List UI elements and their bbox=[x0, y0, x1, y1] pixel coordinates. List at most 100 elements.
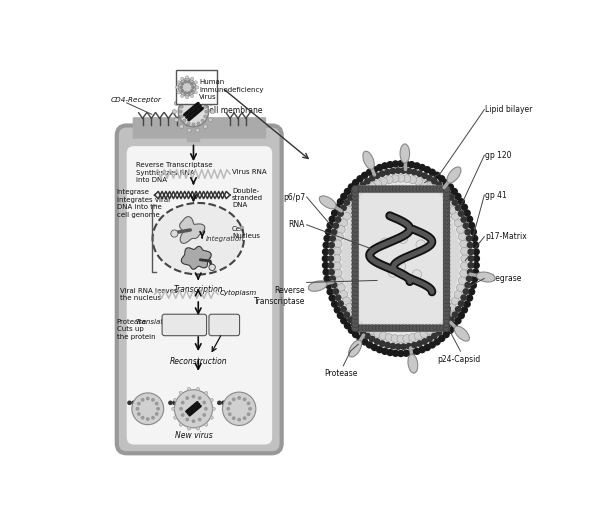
Circle shape bbox=[374, 173, 380, 179]
Circle shape bbox=[419, 347, 425, 352]
Circle shape bbox=[397, 174, 405, 182]
Circle shape bbox=[332, 210, 338, 216]
Circle shape bbox=[416, 240, 425, 249]
Circle shape bbox=[334, 240, 342, 248]
Circle shape bbox=[409, 325, 416, 332]
Circle shape bbox=[205, 110, 208, 113]
Circle shape bbox=[191, 90, 193, 92]
Circle shape bbox=[445, 190, 450, 196]
Circle shape bbox=[335, 295, 341, 300]
Circle shape bbox=[403, 325, 409, 332]
Text: Lipid bilayer: Lipid bilayer bbox=[485, 105, 533, 114]
Circle shape bbox=[368, 183, 376, 191]
Circle shape bbox=[352, 297, 359, 304]
Circle shape bbox=[422, 173, 427, 179]
Circle shape bbox=[152, 416, 154, 419]
Circle shape bbox=[409, 349, 415, 356]
Circle shape bbox=[187, 128, 191, 132]
Circle shape bbox=[385, 175, 393, 184]
Circle shape bbox=[406, 344, 412, 349]
Circle shape bbox=[352, 277, 359, 284]
Circle shape bbox=[169, 401, 172, 405]
Circle shape bbox=[458, 313, 464, 318]
Circle shape bbox=[412, 169, 417, 175]
Circle shape bbox=[182, 401, 184, 404]
Circle shape bbox=[352, 293, 359, 300]
FancyBboxPatch shape bbox=[353, 185, 448, 332]
Circle shape bbox=[436, 330, 442, 335]
Circle shape bbox=[443, 257, 450, 264]
Circle shape bbox=[362, 339, 368, 345]
Circle shape bbox=[355, 325, 362, 332]
Circle shape bbox=[426, 186, 433, 192]
Circle shape bbox=[409, 186, 416, 192]
Circle shape bbox=[425, 183, 433, 191]
Circle shape bbox=[192, 420, 194, 423]
Text: Viral RNA leaves
the nucleus: Viral RNA leaves the nucleus bbox=[120, 287, 178, 301]
Circle shape bbox=[362, 172, 368, 178]
Circle shape bbox=[424, 167, 430, 173]
Circle shape bbox=[417, 341, 422, 346]
Circle shape bbox=[357, 176, 363, 182]
Circle shape bbox=[460, 240, 467, 248]
Circle shape bbox=[398, 234, 407, 244]
Circle shape bbox=[205, 408, 207, 410]
Circle shape bbox=[136, 401, 139, 405]
Circle shape bbox=[389, 325, 396, 332]
Circle shape bbox=[443, 241, 450, 248]
Circle shape bbox=[334, 204, 340, 210]
Circle shape bbox=[173, 401, 176, 405]
Circle shape bbox=[429, 169, 435, 175]
FancyBboxPatch shape bbox=[209, 314, 239, 336]
Circle shape bbox=[401, 344, 406, 349]
Circle shape bbox=[365, 179, 370, 184]
Circle shape bbox=[196, 86, 199, 89]
Circle shape bbox=[448, 206, 456, 214]
Circle shape bbox=[194, 91, 197, 94]
Circle shape bbox=[187, 388, 191, 391]
Circle shape bbox=[142, 399, 144, 401]
FancyBboxPatch shape bbox=[176, 70, 217, 104]
Circle shape bbox=[423, 325, 430, 332]
Circle shape bbox=[412, 270, 422, 279]
Circle shape bbox=[349, 327, 355, 333]
Circle shape bbox=[353, 332, 359, 337]
Circle shape bbox=[352, 261, 359, 268]
Circle shape bbox=[204, 105, 207, 108]
Circle shape bbox=[390, 168, 395, 174]
Circle shape bbox=[380, 171, 385, 176]
Circle shape bbox=[132, 401, 135, 405]
Circle shape bbox=[398, 350, 404, 357]
Circle shape bbox=[427, 175, 432, 181]
Circle shape bbox=[331, 229, 337, 235]
Text: Reverse Transcriptase
Synthesizes RNA
into DNA: Reverse Transcriptase Synthesizes RNA in… bbox=[136, 162, 212, 183]
Text: Virus protein: Virus protein bbox=[162, 322, 207, 328]
Circle shape bbox=[192, 123, 195, 126]
Circle shape bbox=[470, 282, 476, 288]
Circle shape bbox=[380, 341, 385, 346]
Circle shape bbox=[391, 174, 399, 183]
Circle shape bbox=[409, 333, 416, 342]
Circle shape bbox=[177, 91, 180, 94]
Circle shape bbox=[388, 268, 398, 277]
Circle shape bbox=[430, 186, 437, 192]
Circle shape bbox=[136, 408, 139, 410]
Circle shape bbox=[358, 319, 367, 327]
Circle shape bbox=[431, 323, 439, 331]
Circle shape bbox=[330, 276, 335, 281]
Circle shape bbox=[338, 211, 343, 216]
Circle shape bbox=[192, 86, 194, 89]
Circle shape bbox=[440, 314, 448, 322]
Circle shape bbox=[386, 325, 392, 332]
Circle shape bbox=[419, 165, 425, 170]
Circle shape bbox=[427, 336, 432, 342]
Circle shape bbox=[436, 186, 443, 192]
Text: Cell membrane: Cell membrane bbox=[204, 106, 263, 115]
Circle shape bbox=[350, 201, 358, 208]
Circle shape bbox=[181, 83, 184, 85]
Circle shape bbox=[218, 401, 221, 405]
Circle shape bbox=[203, 95, 208, 99]
Circle shape bbox=[380, 238, 390, 248]
Circle shape bbox=[466, 236, 472, 241]
Circle shape bbox=[414, 163, 420, 169]
